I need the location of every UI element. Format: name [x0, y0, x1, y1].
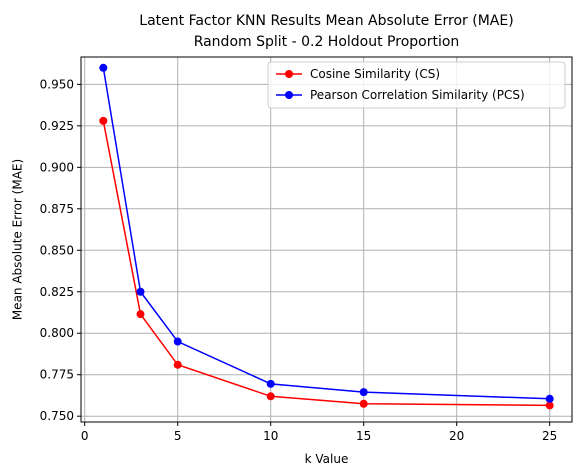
data-point	[99, 116, 108, 125]
data-point	[359, 388, 368, 397]
data-point	[99, 63, 108, 72]
series-layer	[99, 63, 554, 410]
chart-subtitle: Random Split - 0.2 Holdout Proportion	[194, 34, 460, 50]
y-tick-label: 0.850	[40, 243, 74, 257]
x-tick-label: 20	[449, 429, 464, 443]
y-tick-label: 0.750	[40, 409, 74, 423]
y-tick-label: 0.900	[40, 160, 74, 174]
data-point	[359, 399, 368, 408]
x-tick-label: 15	[356, 429, 371, 443]
x-tick-label: 0	[81, 429, 89, 443]
y-tick-label: 0.925	[40, 119, 74, 133]
legend-entry: Pearson Correlation Similarity (PCS)	[276, 88, 525, 102]
data-point	[545, 394, 554, 403]
chart-title: Latent Factor KNN Results Mean Absolute …	[139, 13, 513, 29]
data-point	[545, 401, 554, 410]
legend-marker-swatch	[285, 70, 293, 78]
legend-label: Pearson Correlation Similarity (PCS)	[310, 88, 525, 102]
plot-frame	[80, 56, 573, 423]
legend: Cosine Similarity (CS) Pearson Correlatio…	[267, 61, 566, 109]
data-point	[173, 360, 182, 369]
x-axis-label: k Value	[305, 452, 349, 466]
data-point	[136, 287, 145, 296]
y-tick-label: 0.800	[40, 326, 74, 340]
y-tick-label: 0.775	[40, 368, 74, 382]
y-tick-label: 0.875	[40, 202, 74, 216]
series-2	[99, 63, 554, 403]
legend-label: Cosine Similarity (CS)	[310, 67, 440, 81]
y-axis-label: Mean Absolute Error (MAE)	[11, 159, 25, 320]
data-point	[173, 337, 182, 346]
y-tick-label: 0.950	[40, 77, 74, 91]
legend-entry: Cosine Similarity (CS)	[276, 67, 440, 81]
data-point	[266, 379, 275, 388]
data-point	[136, 310, 145, 319]
series-1	[99, 116, 554, 410]
data-point	[266, 392, 275, 401]
x-tick-label: 5	[174, 429, 182, 443]
legend-box	[267, 61, 566, 109]
legend-marker-swatch	[285, 91, 293, 99]
axis-ticks: 0 5 10 15 20 25 0.750 0.775 0.800 0.825 0.850 0.875…	[40, 77, 558, 443]
x-tick-label: 25	[542, 429, 557, 443]
grid	[81, 57, 572, 422]
x-tick-label: 10	[263, 429, 278, 443]
y-tick-label: 0.825	[40, 285, 74, 299]
series-line	[102, 67, 550, 400]
series-line	[102, 120, 550, 407]
